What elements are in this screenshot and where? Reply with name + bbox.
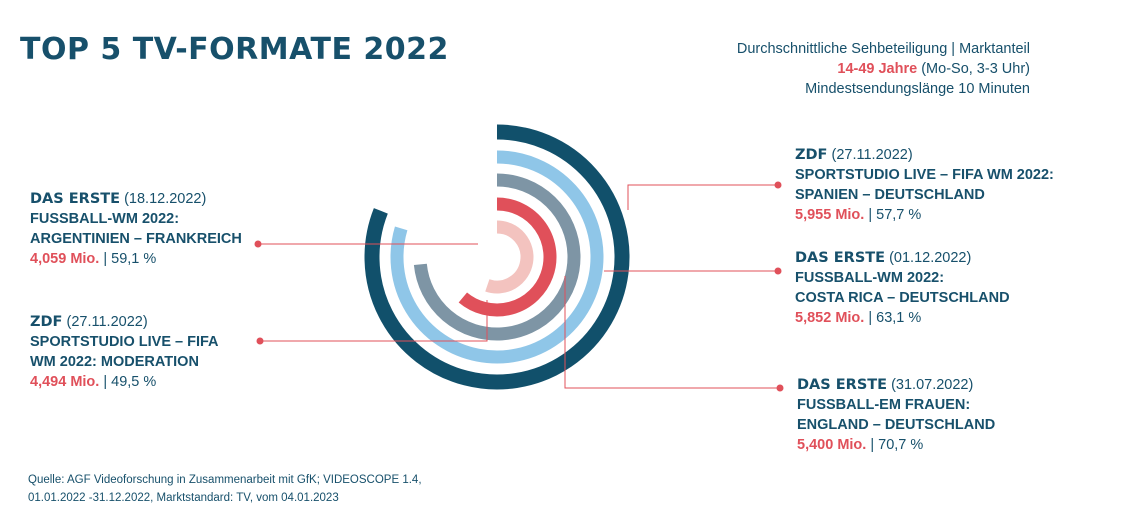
leader-line-3 bbox=[564, 276, 780, 389]
entry-4-share: | 49,5 % bbox=[103, 374, 157, 390]
entry-3-sender: DAS ERSTE bbox=[797, 377, 888, 393]
entry-5-sender: DAS ERSTE bbox=[30, 191, 121, 207]
entry-3-share: | 70,7 % bbox=[870, 437, 924, 453]
entry-4-date: (27.11.2022) bbox=[66, 314, 148, 330]
entry-5-share: | 59,1 % bbox=[103, 251, 157, 267]
subtitle-age: 14-49 Jahre bbox=[837, 61, 918, 77]
leader-dot-5 bbox=[254, 240, 262, 248]
leader-dot-2 bbox=[774, 267, 782, 275]
entry-3-date: (31.07.2022) bbox=[891, 377, 974, 393]
entry-2-viewers: 5,852 Mio. bbox=[795, 310, 865, 326]
ring-bar-4 bbox=[458, 197, 557, 317]
entry-1-title-line1: SPORTSTUDIO LIVE – FIFA WM 2022: bbox=[795, 167, 1054, 183]
entry-5-title-line2: ARGENTINIEN – FRANKREICH bbox=[30, 231, 242, 247]
subtitle-target-group: 14-49 Jahre (Mo-So, 3-3 Uhr) bbox=[620, 59, 1030, 79]
entry-2-title-line1: FUSSBALL-WM 2022: bbox=[795, 270, 945, 286]
entry-2-date: (01.12.2022) bbox=[889, 250, 972, 266]
leader-line-1 bbox=[627, 184, 778, 210]
source-line-2: 01.01.2022 -31.12.2022, Marktstandard: T… bbox=[28, 492, 339, 504]
entry-2-sender: DAS ERSTE bbox=[795, 250, 886, 266]
label-entry-2: DAS ERSTE (01.12.2022) FUSSBALL-WM 2022:… bbox=[795, 248, 1010, 328]
entry-1-viewers: 5,955 Mio. bbox=[795, 207, 865, 223]
source-line-1: Quelle: AGF Videoforschung in Zusammenar… bbox=[28, 474, 422, 486]
ring-bar-1 bbox=[364, 124, 630, 390]
entry-2-share: | 63,1 % bbox=[868, 310, 922, 326]
entry-4-sender: ZDF bbox=[30, 314, 63, 330]
subtitle-min-length: Mindestsendungslänge 10 Minuten bbox=[805, 81, 1030, 97]
leader-dot-1 bbox=[774, 181, 782, 189]
entry-1-sender: ZDF bbox=[795, 147, 828, 163]
ring-bar-5 bbox=[485, 220, 534, 294]
label-entry-3: DAS ERSTE (31.07.2022) FUSSBALL-EM FRAUE… bbox=[797, 375, 995, 455]
entry-3-title-line1: FUSSBALL-EM FRAUEN: bbox=[797, 397, 971, 413]
ring-bar-3 bbox=[413, 173, 581, 341]
leader-dot-3 bbox=[776, 384, 784, 392]
chart-subtitle: Durchschnittliche Sehbeteiligung | Markt… bbox=[620, 39, 1030, 99]
entry-4-title-line1: SPORTSTUDIO LIVE – FIFA bbox=[30, 334, 219, 350]
entry-3-viewers: 5,400 Mio. bbox=[797, 437, 867, 453]
leader-line-4 bbox=[260, 300, 488, 342]
label-entry-4: ZDF (27.11.2022) SPORTSTUDIO LIVE – FIFA… bbox=[30, 312, 219, 392]
entry-5-title-line1: FUSSBALL-WM 2022: bbox=[30, 211, 180, 227]
subtitle-age-rest: (Mo-So, 3-3 Uhr) bbox=[921, 61, 1030, 77]
leader-dot-4 bbox=[256, 337, 264, 345]
entry-5-viewers: 4,059 Mio. bbox=[30, 251, 100, 267]
entry-2-title-line2: COSTA RICA – DEUTSCHLAND bbox=[795, 290, 1010, 306]
entry-3-title-line2: ENGLAND – DEUTSCHLAND bbox=[797, 417, 996, 433]
entry-4-title-line2: WM 2022: MODERATION bbox=[30, 354, 199, 370]
label-entry-1: ZDF (27.11.2022) SPORTSTUDIO LIVE – FIFA… bbox=[795, 145, 1054, 225]
label-entry-5: DAS ERSTE (18.12.2022) FUSSBALL-WM 2022:… bbox=[30, 189, 242, 269]
page-title: TOP 5 TV-FORMATE 2022 bbox=[20, 32, 449, 67]
entry-1-title-line2: SPANIEN – DEUTSCHLAND bbox=[795, 187, 985, 203]
entry-1-date: (27.11.2022) bbox=[831, 147, 913, 163]
entry-1-share: | 57,7 % bbox=[868, 207, 922, 223]
source-note: Quelle: AGF Videoforschung in Zusammenar… bbox=[28, 471, 422, 507]
subtitle-metric: Durchschnittliche Sehbeteiligung | Markt… bbox=[736, 41, 1030, 57]
entry-5-date: (18.12.2022) bbox=[124, 191, 207, 207]
entry-4-viewers: 4,494 Mio. bbox=[30, 374, 100, 390]
ring-bar-2 bbox=[390, 150, 604, 364]
